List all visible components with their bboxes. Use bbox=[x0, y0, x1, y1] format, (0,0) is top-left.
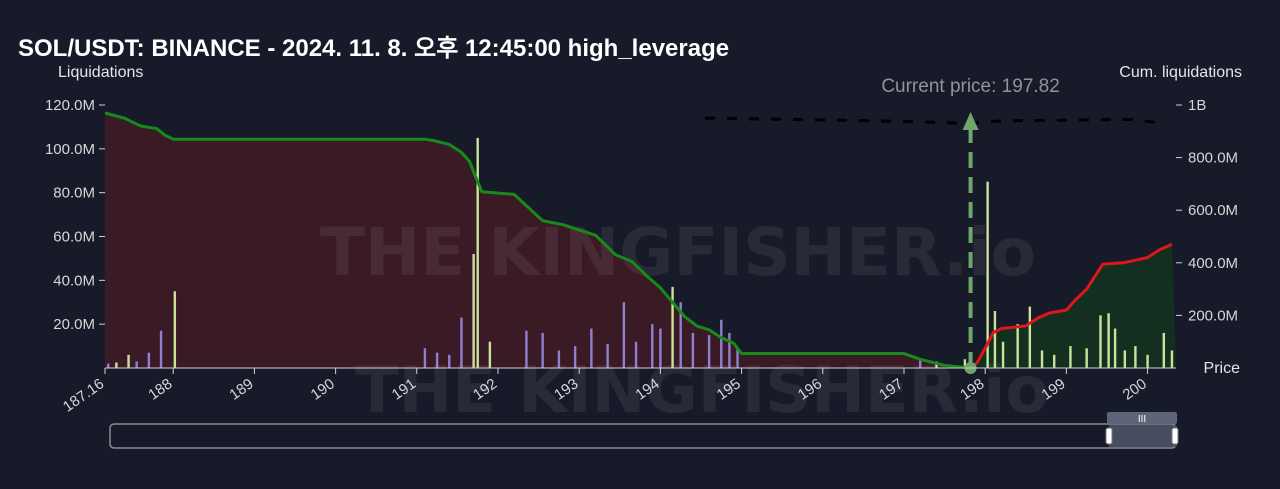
liquidation-bar bbox=[728, 332, 731, 368]
y-tick-label: 20.0M bbox=[53, 316, 95, 333]
current-price-arrow-icon bbox=[962, 112, 979, 130]
liquidation-bar bbox=[1040, 350, 1044, 368]
liquidation-bar bbox=[1099, 315, 1102, 368]
cumulative-area-fills bbox=[105, 112, 1176, 368]
watermark-text-lower: THE KINGFISHER.io bbox=[355, 354, 1049, 428]
x-tick-label: 187.16 bbox=[60, 375, 107, 415]
liquidation-bar bbox=[986, 181, 989, 368]
liquidation-bar bbox=[1085, 348, 1088, 368]
liquidation-bar bbox=[573, 346, 577, 368]
y2-axis-title: Cum. liquidations bbox=[1119, 64, 1242, 81]
long-cumulative-fill bbox=[970, 244, 1176, 368]
liquidation-bar bbox=[1001, 341, 1005, 368]
x-tick-label: 190 bbox=[308, 375, 338, 403]
y-tick-label: 80.0M bbox=[53, 185, 95, 202]
current-price-label: Current price: 197.82 bbox=[881, 76, 1060, 97]
liquidation-bar bbox=[720, 319, 723, 368]
liquidation-bar bbox=[622, 302, 626, 368]
liquidation-bar bbox=[448, 354, 451, 368]
liquidation-bar bbox=[557, 350, 561, 368]
liquidation-bar bbox=[1134, 346, 1137, 368]
y2-tick-label: 400.0M bbox=[1188, 255, 1238, 272]
liquidation-bar bbox=[606, 343, 609, 368]
x-tick-label: 189 bbox=[226, 375, 256, 403]
liquidation-bar bbox=[651, 324, 654, 368]
liquidation-bar bbox=[476, 137, 479, 368]
liquidation-bar bbox=[963, 359, 967, 368]
liquidation-bar bbox=[525, 330, 528, 368]
range-slider-selection[interactable] bbox=[1109, 425, 1176, 447]
liquidation-bar bbox=[173, 291, 177, 368]
liquidation-bar bbox=[435, 352, 439, 368]
liquidation-bar bbox=[671, 286, 674, 368]
liquidation-bar bbox=[107, 363, 110, 368]
liquidation-bar bbox=[1016, 324, 1019, 368]
dotted-cumulative-line bbox=[705, 116, 1165, 125]
y-axis-title: Liquidations bbox=[58, 64, 143, 81]
liquidation-bar bbox=[659, 328, 662, 368]
x-tick-label: 188 bbox=[145, 375, 175, 403]
liquidation-bar bbox=[135, 361, 138, 368]
cumulative-lines bbox=[104, 111, 1173, 370]
liquidation-bar bbox=[736, 348, 739, 368]
liquidation-bar bbox=[679, 302, 682, 368]
liquidation-bar bbox=[127, 354, 130, 368]
liquidation-bar bbox=[1170, 350, 1174, 368]
y2-tick-label: 600.0M bbox=[1188, 202, 1238, 219]
liquidation-bar bbox=[1053, 354, 1056, 368]
liquidation-bar bbox=[147, 352, 151, 368]
liquidation-bars bbox=[107, 137, 1174, 368]
liquidation-bar bbox=[460, 317, 463, 368]
liquidation-bar bbox=[115, 362, 118, 368]
y-tick-label: 40.0M bbox=[53, 272, 95, 289]
liquidation-bar bbox=[1028, 306, 1032, 368]
y2-tick-label: 800.0M bbox=[1188, 150, 1238, 167]
long-cumulative-line bbox=[969, 243, 1173, 370]
y2-tick-label: 1B bbox=[1188, 97, 1206, 114]
range-slider-right-handle[interactable] bbox=[1171, 427, 1179, 445]
range-slider-left-handle[interactable] bbox=[1105, 427, 1113, 445]
liquidation-bar bbox=[634, 341, 638, 368]
liquidation-bar bbox=[993, 311, 997, 368]
range-slider[interactable]: III bbox=[109, 412, 1179, 449]
liquidation-bar bbox=[919, 359, 922, 368]
range-slider-grip[interactable] bbox=[1107, 412, 1177, 424]
liquidation-bar bbox=[1113, 328, 1117, 368]
watermark-text-upper: THE KINGFISHER.io bbox=[320, 214, 1036, 291]
x-axis-title: Price bbox=[1204, 360, 1241, 377]
x-tick-label: 200 bbox=[1120, 375, 1150, 403]
short-cumulative-fill bbox=[105, 112, 971, 368]
liquidation-bar bbox=[488, 341, 492, 368]
liquidation-bar bbox=[1069, 346, 1072, 368]
liquidation-bar bbox=[423, 348, 427, 368]
range-slider-grip-icon: III bbox=[1138, 414, 1146, 425]
liquidation-bar bbox=[541, 332, 544, 368]
liquidation-bar bbox=[1162, 332, 1166, 368]
liquidation-bar bbox=[707, 335, 711, 368]
liquidation-bar bbox=[1123, 350, 1127, 368]
watermark-group: THE KINGFISHER.io THE KINGFISHER.io bbox=[320, 214, 1049, 428]
short-cumulative-line bbox=[104, 111, 971, 370]
liquidation-bar bbox=[472, 254, 475, 368]
liquidation-bar bbox=[1107, 313, 1110, 368]
chart-title: SOL/USDT: BINANCE - 2024. 11. 8. 오후 12:4… bbox=[18, 35, 729, 62]
y-tick-label: 100.0M bbox=[45, 141, 95, 158]
y-tick-label: 60.0M bbox=[53, 229, 95, 246]
y-tick-label: 120.0M bbox=[45, 97, 95, 114]
liquidation-bar bbox=[159, 330, 163, 368]
liquidation-bar bbox=[691, 332, 695, 368]
liquidation-bar bbox=[1146, 354, 1149, 368]
y2-tick-label: 200.0M bbox=[1188, 307, 1238, 324]
liquidation-bar bbox=[590, 328, 593, 368]
